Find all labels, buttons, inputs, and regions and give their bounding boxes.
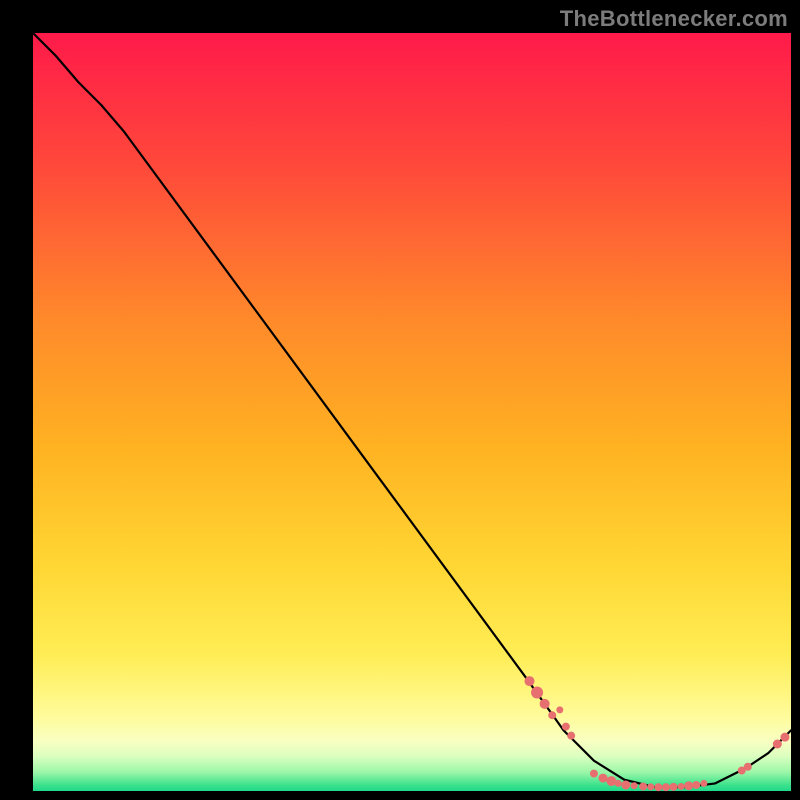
data-point	[548, 711, 556, 719]
data-point	[744, 763, 752, 771]
data-point	[670, 783, 678, 791]
data-point	[599, 774, 608, 783]
data-point	[639, 782, 647, 790]
plot-background	[33, 33, 791, 791]
watermark: TheBottlenecker.com	[560, 6, 788, 32]
data-point	[567, 732, 575, 740]
data-point	[562, 723, 570, 731]
data-point	[773, 740, 782, 749]
data-point	[678, 783, 685, 790]
data-point	[621, 780, 630, 789]
data-point	[780, 733, 789, 742]
bottleneck-curve-chart	[0, 0, 800, 800]
data-point	[524, 676, 534, 686]
watermark-text: TheBottlenecker.com	[560, 6, 788, 31]
data-point	[700, 780, 707, 787]
data-point	[654, 783, 662, 791]
data-point	[647, 783, 654, 790]
data-point	[556, 706, 563, 713]
data-point	[615, 780, 622, 787]
data-point	[631, 782, 638, 789]
data-point	[540, 699, 550, 709]
data-point	[606, 776, 616, 786]
data-point	[531, 686, 543, 698]
data-point	[590, 770, 598, 778]
data-point	[684, 781, 693, 790]
data-point	[692, 781, 700, 789]
chart-container: TheBottlenecker.com	[0, 0, 800, 800]
data-point	[662, 783, 670, 791]
